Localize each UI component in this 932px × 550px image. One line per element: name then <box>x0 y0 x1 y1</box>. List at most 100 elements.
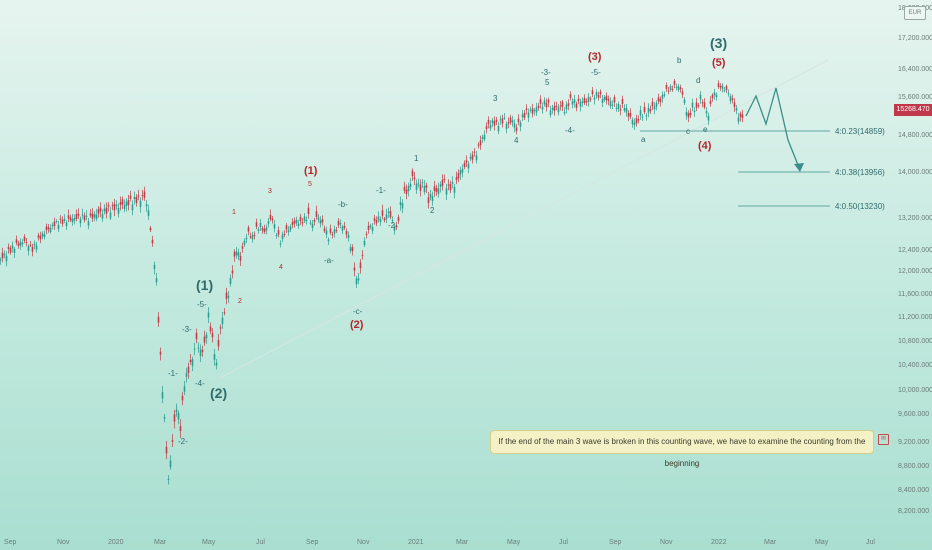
candle-body <box>583 97 586 103</box>
candle-body <box>363 240 366 246</box>
wave-a: a <box>641 135 646 144</box>
candle-body <box>509 117 512 123</box>
x-tick-label: May <box>202 539 216 546</box>
y-tick-label: 13,200.000 <box>898 215 932 222</box>
wave-m5b: -5- <box>591 68 601 77</box>
candle-body <box>539 99 542 104</box>
candle-body <box>385 214 388 220</box>
candle-body <box>383 218 386 221</box>
candle-body <box>19 241 22 246</box>
candle-body <box>169 460 172 468</box>
candle-body <box>49 227 52 233</box>
candle-body <box>423 185 426 192</box>
candle-body <box>117 207 120 214</box>
candle-body <box>725 85 728 90</box>
candle-body <box>643 106 646 113</box>
candle-body <box>89 213 92 216</box>
candle-body <box>405 189 408 194</box>
wave-b: b <box>677 56 682 65</box>
wave-r2: 2 <box>238 298 242 305</box>
candle-body <box>25 241 28 243</box>
candle-body <box>735 108 738 111</box>
y-tick-label: 14,000.000 <box>898 169 932 176</box>
candle-body <box>553 105 556 111</box>
candle-body <box>739 113 742 117</box>
candle-body <box>615 107 618 109</box>
candle-body <box>477 144 480 146</box>
candle-body <box>565 104 568 110</box>
candle-body <box>83 215 86 221</box>
candle-body <box>587 96 590 103</box>
candle-body <box>343 225 346 228</box>
y-tick-label: 8,400.000 <box>898 487 929 494</box>
candle-body <box>485 126 488 130</box>
candle-body <box>291 222 294 225</box>
price-axis[interactable]: 18,000.00017,200.00016,400.00015,600.000… <box>898 5 932 515</box>
candle-body <box>505 123 508 129</box>
wave-m2: -2- <box>178 437 188 446</box>
candle-body <box>151 239 154 244</box>
candle-body <box>393 226 396 231</box>
candle-body <box>299 216 302 221</box>
time-axis[interactable]: Sep Nov 2020 Mar May Jul Sep Nov 2021 Mar May Jul Se… <box>4 539 875 546</box>
candle-body <box>43 234 46 238</box>
candle-body <box>161 392 164 399</box>
wave-t5: 5 <box>545 78 550 87</box>
candle-body <box>87 221 90 226</box>
candle-body <box>611 104 614 106</box>
candle-body <box>473 151 476 153</box>
candle-body <box>651 101 654 107</box>
candle-body <box>267 221 270 224</box>
candle-body <box>691 102 694 108</box>
candle-body <box>541 106 544 110</box>
candle-body <box>533 109 536 111</box>
candle-body <box>167 478 170 480</box>
projection-path[interactable] <box>745 87 801 171</box>
wave-r1: 1 <box>232 209 236 216</box>
candle-body <box>479 140 482 146</box>
y-tick-label: 9,600.000 <box>898 411 929 418</box>
candle-body <box>337 220 340 226</box>
candle-body <box>127 200 130 206</box>
candle-body <box>693 110 696 113</box>
candle-body <box>645 115 648 117</box>
x-tick-label: Mar <box>456 539 469 546</box>
y-tick-label: 16,400.000 <box>898 66 932 73</box>
candle-body <box>395 225 398 228</box>
candle-body <box>257 229 260 231</box>
candle-body <box>349 247 352 251</box>
candle-body <box>443 178 446 180</box>
candle-body <box>411 170 414 177</box>
candle-body <box>431 196 434 202</box>
candle-body <box>45 226 48 231</box>
wave-m5: -5- <box>197 300 207 309</box>
candle-body <box>15 239 18 243</box>
candle-body <box>125 201 128 206</box>
candle-body <box>253 234 256 236</box>
candle-body <box>665 85 668 89</box>
candle-body <box>697 105 700 107</box>
candle-body <box>275 235 278 237</box>
candle-body <box>209 326 212 332</box>
currency-badge[interactable]: EUR <box>904 6 926 20</box>
candle-body <box>501 118 504 124</box>
note-icon[interactable]: ✉ <box>878 434 889 445</box>
y-tick-label: 10,400.000 <box>898 362 932 369</box>
candle-body <box>417 183 420 185</box>
trendline[interactable] <box>219 59 829 379</box>
candle-body <box>547 99 550 103</box>
candle-body <box>333 229 336 234</box>
candle-body <box>561 101 564 107</box>
candle-body <box>429 193 432 198</box>
candle-body <box>635 118 638 124</box>
candle-body <box>455 177 458 181</box>
candle-body <box>13 248 16 253</box>
candle-body <box>313 220 316 222</box>
candle-body <box>239 256 242 261</box>
wave-t2: 2 <box>430 206 435 215</box>
annotation-note[interactable]: If the end of the main 3 wave is broken … <box>490 430 874 468</box>
candle-body <box>447 184 450 186</box>
candle-body <box>289 226 292 231</box>
